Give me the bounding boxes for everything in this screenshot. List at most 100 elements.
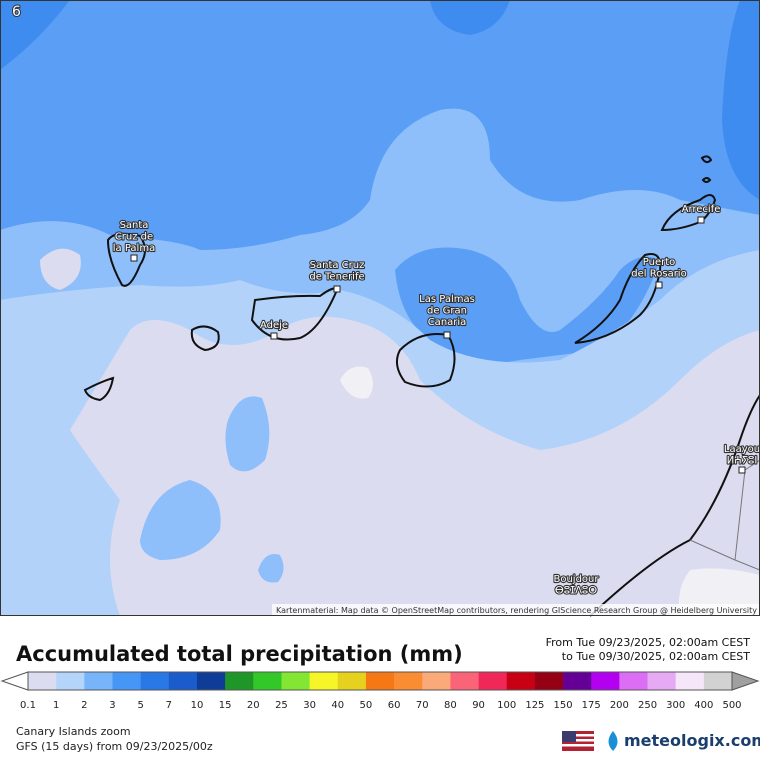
legend-title: Accumulated total precipitation (mm) [16, 642, 463, 666]
coastline [589, 394, 760, 617]
period-to: to Tue 09/30/2025, 02:00am CEST [562, 650, 750, 663]
place-marker [697, 216, 705, 224]
colorbar-border [27, 671, 733, 691]
flag [562, 731, 594, 751]
color-segment [196, 672, 226, 690]
tick-label: 400 [694, 700, 713, 711]
place-label: de Gran [427, 306, 467, 317]
tick-label: 10 [191, 700, 204, 711]
color-segment [309, 672, 339, 690]
place-marker [333, 285, 341, 293]
color-segment [28, 672, 57, 690]
tick-label: 5 [137, 700, 143, 711]
color-segment [506, 672, 536, 690]
tick-label: 60 [388, 700, 401, 711]
place-label: ⵍⵄⵢⵓⵏ [727, 456, 758, 467]
precip-field [395, 247, 660, 363]
color-segment [647, 672, 676, 690]
tick-label: 7 [166, 700, 172, 711]
place-label: Canaria [428, 317, 467, 328]
color-segment [450, 672, 479, 690]
brand: meteologix.com [624, 731, 760, 750]
precip-field [40, 248, 81, 290]
color-segment [394, 672, 423, 690]
colorbar: 0.1 1 2 3 5 7 10 15 20 25 30 40 50 60 70 80 90 100 125 150 1… [0, 671, 760, 711]
color-segment [534, 672, 564, 690]
tick-label: 3 [109, 700, 115, 711]
place-label: del Rosario [631, 269, 686, 280]
precip-field [258, 554, 284, 583]
region: Canary Islands zoom [16, 725, 131, 738]
color-segment [703, 672, 733, 690]
color-segment [365, 672, 395, 690]
precip-field [340, 366, 373, 399]
tick-label: 175 [582, 700, 601, 711]
place-label: de Tenerife [309, 272, 364, 283]
place-marker [443, 331, 451, 339]
island [660, 194, 717, 232]
tick-label: 90 [472, 700, 485, 711]
tick-label: 500 [722, 700, 741, 711]
place-label: Adeje [260, 320, 288, 331]
place-label: Cruz de [115, 232, 153, 243]
tick-label: 300 [666, 700, 685, 711]
place-marker [655, 281, 663, 289]
period-from: From Tue 09/23/2025, 02:00am CEST [546, 636, 751, 649]
color-segment [675, 672, 705, 690]
tick-label: 1 [53, 700, 59, 711]
attribution-bg [272, 604, 760, 616]
place-label: Santa Cruz [310, 260, 365, 271]
tick-label: 150 [553, 700, 572, 711]
tick-label: 2 [81, 700, 87, 711]
precip-field [0, 0, 70, 70]
color-segment [478, 672, 508, 690]
island [106, 232, 146, 287]
island [395, 333, 456, 388]
place-label: la Palma [113, 243, 155, 254]
color-segment [56, 672, 85, 690]
place-label: Las Palmas [419, 294, 475, 305]
tick-label: 15 [219, 700, 232, 711]
color-segment [337, 672, 367, 690]
precip-field [722, 0, 760, 200]
precip-field [430, 0, 510, 35]
over-arrow [731, 671, 760, 691]
corner-label: 6 [12, 4, 21, 20]
island [700, 155, 713, 183]
under-arrow [0, 671, 29, 691]
attribution: Kartenmaterial: Map data © OpenStreetMap… [276, 606, 757, 615]
island [190, 325, 220, 352]
place-marker [738, 466, 746, 474]
tick-label: 20 [247, 700, 260, 711]
color-segment [619, 672, 648, 690]
color-segment [281, 672, 310, 690]
tick-label: 250 [638, 700, 657, 711]
place-label: Santa [120, 220, 149, 231]
island [83, 376, 115, 402]
precip-field [140, 480, 221, 560]
place-label: Arrecife [682, 204, 721, 215]
logo-icon [608, 731, 618, 751]
place-marker [270, 332, 278, 340]
place-marker [130, 254, 138, 262]
island [574, 253, 662, 344]
color-segment [253, 672, 282, 690]
color-segment [84, 672, 113, 690]
tick-label: 0.1 [20, 700, 36, 711]
color-segment [112, 672, 141, 690]
model: GFS (15 days) from 09/23/2025/00z [16, 740, 213, 753]
tick-label: 125 [525, 700, 544, 711]
color-segment [591, 672, 620, 690]
tick-label: 200 [610, 700, 629, 711]
place-label: ⴱⵓⵊⴷⵓⵔ [555, 586, 597, 597]
place-label: Laayou [724, 444, 760, 455]
tick-label: 80 [444, 700, 457, 711]
color-segment [563, 672, 592, 690]
tick-label: 70 [416, 700, 429, 711]
precip-field [70, 316, 760, 616]
tick-label: 100 [497, 700, 516, 711]
tick-label: 30 [303, 700, 316, 711]
